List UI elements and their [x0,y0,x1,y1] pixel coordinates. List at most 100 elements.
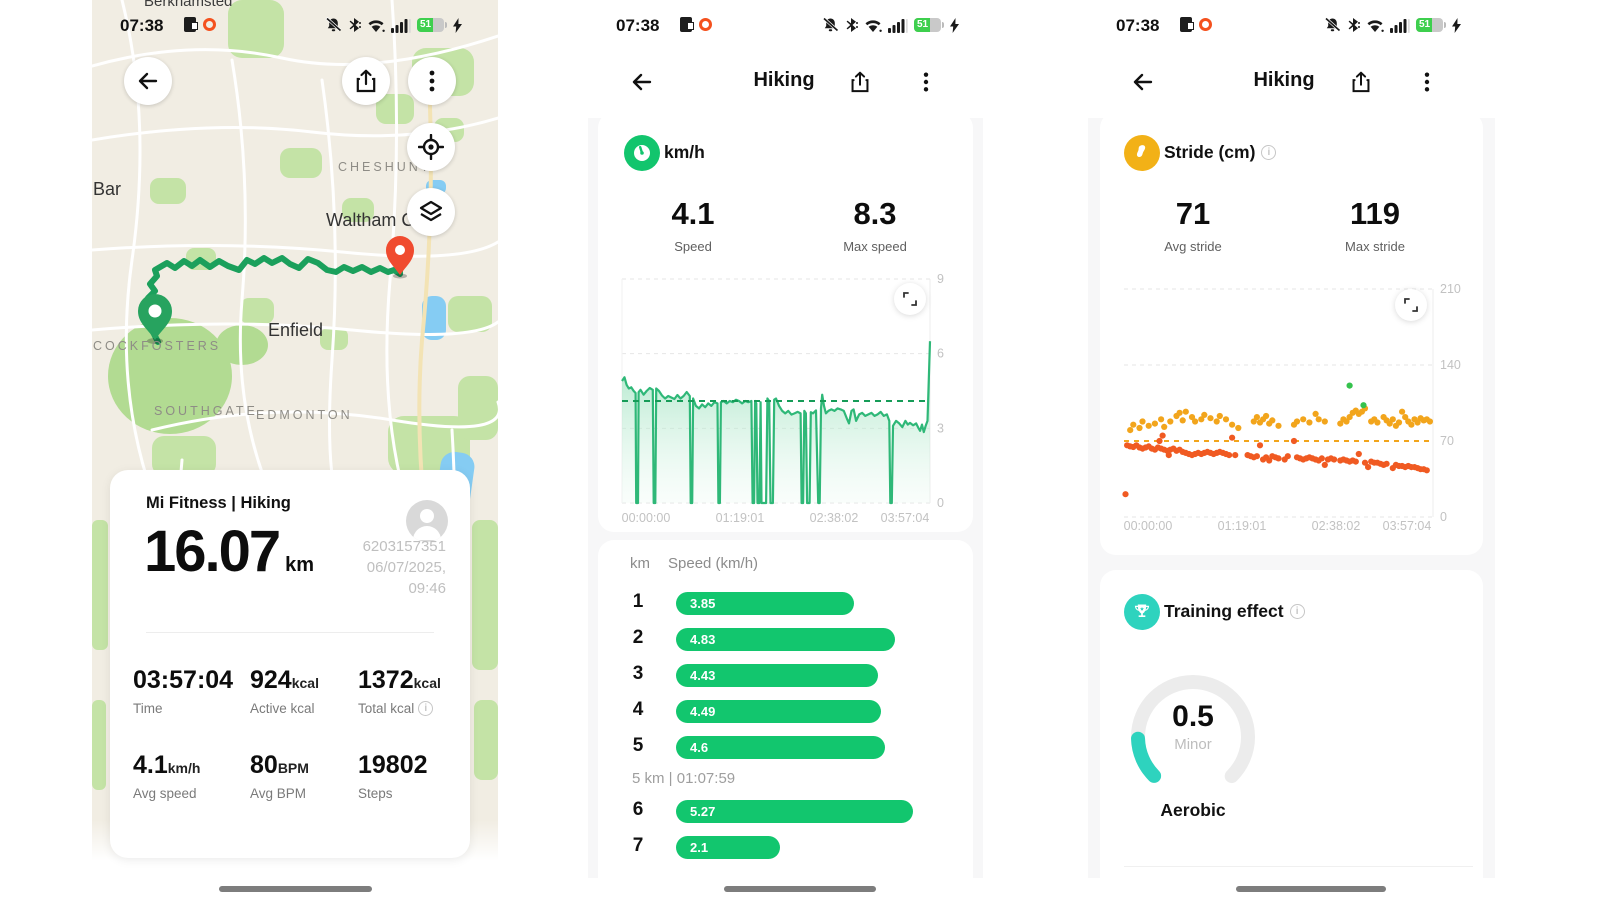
split-km: 3 [632,663,644,684]
speed-section-title: km/h [664,142,705,162]
activity-start-time: 09:46 [408,580,446,597]
svg-text:01:19:01: 01:19:01 [1218,519,1267,533]
split-row: 6 5.27 [588,794,983,830]
home-indicator[interactable] [1236,886,1386,892]
activity-date: 06/07/2025, [366,559,446,576]
more-menu-button[interactable] [1409,64,1445,100]
activity-summary-card: Mi Fitness | Hiking 16.07 km 6203157351 0… [110,470,470,858]
battery-tip [942,22,944,28]
more-menu-button[interactable] [908,64,944,100]
svg-text:70: 70 [1440,434,1454,448]
notifications-muted-icon [325,17,342,32]
charging-bolt-icon [1452,17,1461,33]
stride-section-title: Stride (cm) i [1164,142,1277,163]
wifi-icon [865,19,882,32]
total-kcal-info-icon[interactable]: i [418,701,434,716]
recording-ring-icon [203,18,216,31]
svg-text:00:00:00: 00:00:00 [622,511,671,525]
app-indicator-icon [1180,17,1194,32]
activity-id: 6203157351 [362,538,446,555]
bluetooth-icon [349,18,361,32]
splits-table-header: km Speed (km/h) [630,555,759,572]
share-button[interactable] [842,64,878,100]
app-indicator-icon [680,17,694,32]
notifications-muted-icon [1324,17,1341,32]
nav-bar: Hiking [1088,60,1495,104]
split-speed-bar: 5.27 [676,800,913,823]
stride-card [1100,112,1483,555]
bluetooth-icon [1348,18,1360,32]
svg-text:3: 3 [937,421,944,435]
locate-button[interactable] [407,123,455,171]
page-title: Hiking [753,69,815,91]
home-indicator[interactable] [724,886,876,892]
speed-section-icon [624,135,660,171]
speed-chart[interactable]: 9 6 3 0 00:00:00 01:19:01 02:38:02 03:57:04 [588,268,983,530]
stat-avg-speed: 4.1km/h Avg speed [133,751,201,801]
share-button[interactable] [342,57,390,105]
signal-bars-icon [888,18,908,33]
home-indicator[interactable] [219,886,372,892]
speedometer-icon [634,145,650,161]
stat-active-kcal: 924kcal Active kcal [250,666,319,716]
split-speed-bar: 4.43 [676,664,878,687]
stat-time: 03:57:04 Time [133,666,234,716]
split-speed-bar: 4.6 [676,736,885,759]
split-km: 2 [632,627,644,648]
map-screen: Berkhamsted Bar CHESHUNT Waltham C Enfield CO… [92,0,498,878]
map-place-label: COCKFOSTERS [93,339,222,353]
more-menu-button[interactable] [408,57,456,105]
back-button[interactable] [124,57,172,105]
stride-chart[interactable]: 210 140 70 0 00:00:00 01:19:01 02:38:02 03:57:0… [1088,270,1495,536]
training-effect-gauge [1131,675,1255,799]
expand-chart-button[interactable] [894,283,926,315]
split-marker-row: 5 km | 01:07:59 [632,770,736,787]
splits-table: 1 3.85 2 4.83 3 4.43 4 4.49 5 4.6 5 km | 01:07:59 6… [588,586,983,866]
split-speed-bar: 3.85 [676,592,854,615]
svg-text:00:00:00: 00:00:00 [1124,519,1173,533]
start-pin-icon [138,294,172,344]
nav-bar: Hiking [588,60,983,104]
distance-unit: km [285,554,315,576]
clock-time: 07:38 [1116,16,1160,35]
stride-info-icon[interactable]: i [1261,145,1277,160]
training-zone-label: Aerobic [1160,800,1226,820]
route-line [145,255,403,345]
bluetooth-icon [846,18,858,32]
map-place-label: Enfield [268,320,324,340]
app-indicator-icon [184,17,198,32]
svg-text:6: 6 [937,347,944,361]
map-layers-button[interactable] [407,188,455,236]
share-button[interactable] [1343,64,1379,100]
battery-icon: 51 [914,18,941,32]
wifi-icon [1367,19,1384,32]
back-button[interactable] [1125,64,1161,100]
svg-text:210: 210 [1440,282,1461,296]
max-stride-stat: 119 Max stride [1345,196,1405,254]
notifications-muted-icon [822,17,839,32]
svg-text:140: 140 [1440,358,1461,372]
map-place-label: Berkhamsted [144,0,233,10]
split-km: 6 [632,799,644,820]
battery-tip [1444,22,1446,28]
svg-text:9: 9 [937,272,944,286]
svg-text:0: 0 [937,496,944,510]
training-info-icon[interactable]: i [1289,604,1305,619]
back-button[interactable] [624,64,660,100]
map-place-label: CHESHUNT [338,160,432,174]
map-place-label: Bar [93,179,122,199]
split-row: 5 4.6 [588,730,983,766]
svg-text:03:57:04: 03:57:04 [1383,519,1432,533]
training-section-title: Training effect i [1164,601,1305,622]
avg-stride-stat: 71 Avg stride [1164,196,1222,254]
charging-bolt-icon [453,17,462,33]
svg-text:01:19:01: 01:19:01 [716,511,765,525]
split-km: 5 [632,735,644,756]
battery-tip [445,22,447,28]
training-card [1100,570,1483,878]
expand-chart-button[interactable] [1395,289,1427,321]
signal-bars-icon [1390,18,1410,33]
stat-avg-bpm: 80BPM Avg BPM [250,751,309,801]
avatar[interactable] [406,500,448,542]
